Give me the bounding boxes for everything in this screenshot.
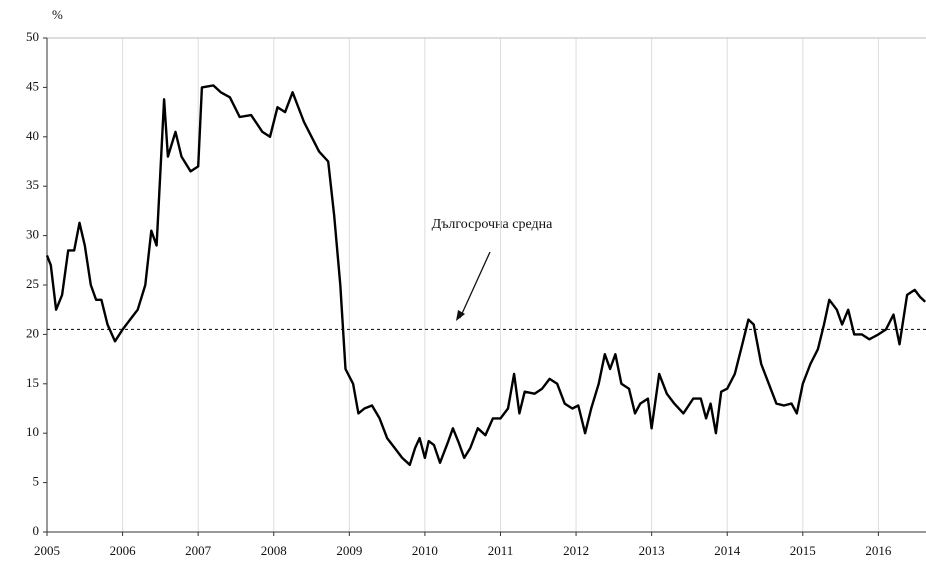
x-tick-label: 2014 xyxy=(714,543,741,558)
annotation: Дългосрочна средна xyxy=(432,217,553,232)
y-tick-label: 50 xyxy=(26,29,39,44)
x-tick-label: 2012 xyxy=(563,543,589,558)
y-axis-label: % xyxy=(52,7,63,22)
x-tick-label: 2007 xyxy=(185,543,212,558)
x-tick-label: 2009 xyxy=(336,543,362,558)
y-tick-label: 10 xyxy=(26,424,39,439)
x-tick-label: 2016 xyxy=(865,543,892,558)
y-tick-label: 25 xyxy=(26,276,39,291)
y-tick-label: 35 xyxy=(26,177,39,192)
annotation-arrow xyxy=(459,251,491,319)
x-tick-label: 2010 xyxy=(412,543,438,558)
x-tick-label: 2005 xyxy=(34,543,60,558)
y-tick-label: 5 xyxy=(33,474,40,489)
x-tick-label: 2011 xyxy=(488,543,514,558)
x-tick-label: 2008 xyxy=(261,543,287,558)
y-tick-label: 30 xyxy=(26,227,39,242)
x-tick-label: 2006 xyxy=(110,543,137,558)
y-tick-label: 20 xyxy=(26,325,39,340)
x-tick-label: 2013 xyxy=(639,543,665,558)
y-tick-label: 15 xyxy=(26,375,39,390)
y-tick-label: 0 xyxy=(33,523,40,538)
x-tick-label: 2015 xyxy=(790,543,816,558)
y-tick-label: 40 xyxy=(26,128,39,143)
arrow-head xyxy=(456,310,465,321)
line xyxy=(45,84,926,466)
y-tick-label: 45 xyxy=(26,78,39,93)
